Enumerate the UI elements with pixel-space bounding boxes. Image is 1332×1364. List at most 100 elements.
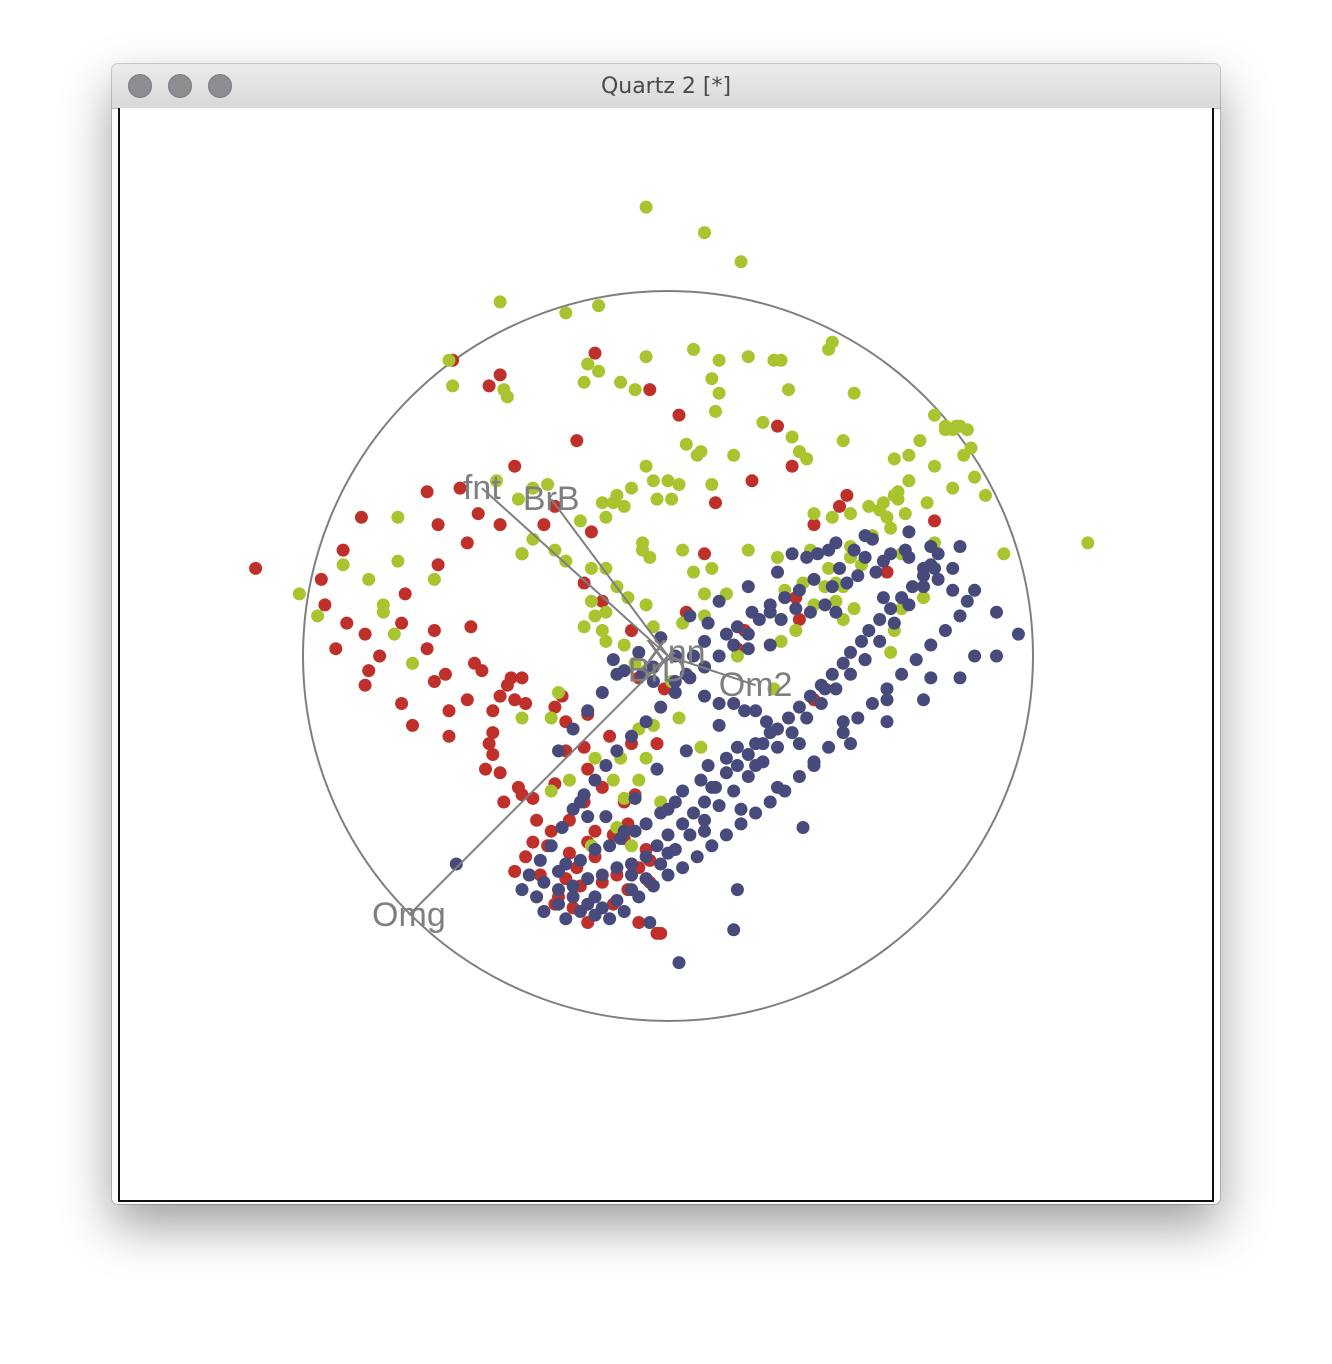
point-blue — [800, 711, 814, 725]
point-blue — [803, 605, 817, 619]
point-blue — [654, 857, 668, 871]
title-bar[interactable]: Quartz 2 [*] — [112, 64, 1220, 109]
point-green — [705, 478, 719, 491]
arrow-Om2 — [667, 655, 756, 687]
point-blue — [778, 591, 792, 605]
point-green — [391, 510, 405, 524]
point-blue — [741, 627, 755, 641]
point-blue — [869, 565, 883, 579]
point-red — [460, 693, 474, 707]
point-blue — [825, 667, 839, 681]
point-blue — [741, 770, 755, 783]
point-blue — [829, 682, 843, 696]
point-red — [358, 627, 372, 641]
point-blue — [537, 905, 551, 918]
point-red — [442, 704, 456, 718]
point-blue — [606, 653, 620, 667]
point-blue — [844, 737, 857, 751]
point-blue — [603, 839, 617, 853]
point-blue — [730, 620, 744, 634]
point-green — [552, 686, 565, 699]
point-green — [822, 561, 836, 575]
point-red — [672, 408, 686, 422]
point-blue — [902, 598, 916, 612]
point-red — [508, 459, 522, 473]
point-blue — [822, 740, 836, 754]
point-red — [464, 620, 478, 634]
point-green — [789, 624, 803, 637]
point-green — [548, 543, 562, 557]
point-blue — [763, 598, 777, 612]
point-blue — [552, 883, 565, 897]
point-blue — [595, 868, 609, 882]
zoom-window-button[interactable] — [208, 74, 232, 98]
point-blue — [803, 689, 817, 703]
point-blue — [632, 890, 646, 904]
point-green — [606, 496, 620, 510]
point-red — [709, 496, 722, 510]
point-blue — [449, 857, 463, 871]
point-green — [614, 375, 628, 389]
point-green — [913, 434, 927, 448]
plot-canvas: fnt BrB Xnn BrD Om2 Omg — [118, 108, 1214, 1202]
point-green — [628, 656, 642, 670]
point-red — [442, 729, 456, 743]
point-green — [957, 448, 971, 462]
point-blue — [833, 561, 846, 575]
point-green — [362, 572, 376, 586]
point-red — [785, 459, 799, 473]
point-blue — [924, 671, 938, 685]
arrow-Omg — [408, 655, 669, 916]
point-red — [431, 558, 445, 572]
arrow-label-Om2: Om2 — [719, 666, 793, 704]
point-red — [362, 664, 376, 678]
point-blue — [906, 580, 919, 594]
point-blue — [844, 667, 857, 681]
point-blue — [825, 580, 839, 594]
point-blue — [730, 740, 744, 754]
point-green — [500, 390, 514, 404]
point-red — [544, 824, 558, 838]
point-blue — [599, 759, 613, 772]
point-blue — [840, 576, 854, 590]
point-blue — [552, 744, 565, 758]
point-green — [427, 572, 441, 586]
point-red — [431, 518, 445, 532]
point-green — [599, 634, 613, 648]
point-green — [825, 510, 839, 524]
point-blue — [625, 729, 638, 743]
point-red — [493, 689, 507, 703]
point-blue — [683, 609, 697, 623]
point-blue — [573, 853, 587, 867]
point-red — [453, 481, 467, 495]
point-red — [373, 649, 387, 663]
point-blue — [760, 715, 773, 729]
close-window-button[interactable] — [128, 74, 152, 98]
point-blue — [581, 810, 595, 824]
point-blue — [818, 682, 832, 696]
point-green — [639, 350, 653, 364]
point-red — [427, 624, 441, 637]
point-blue — [683, 828, 697, 842]
point-green — [639, 598, 653, 612]
point-blue — [705, 780, 719, 794]
point-blue — [990, 649, 1003, 663]
point-red — [314, 572, 328, 586]
quartz-window: Quartz 2 [*] fnt BrB Xnn BrD Om2 Omg — [112, 64, 1220, 1204]
point-blue — [650, 762, 664, 776]
point-green — [544, 711, 558, 725]
point-blue — [727, 697, 741, 710]
point-green — [599, 605, 613, 619]
point-green — [292, 587, 306, 601]
point-red — [395, 616, 409, 630]
point-blue — [610, 667, 624, 681]
point-blue — [789, 602, 803, 616]
point-blue — [639, 850, 653, 864]
point-red — [792, 613, 806, 626]
point-blue — [792, 737, 806, 751]
point-blue — [785, 547, 799, 561]
minimize-window-button[interactable] — [168, 74, 192, 98]
point-green — [595, 496, 609, 510]
point-red — [497, 795, 511, 809]
point-green — [844, 507, 857, 521]
